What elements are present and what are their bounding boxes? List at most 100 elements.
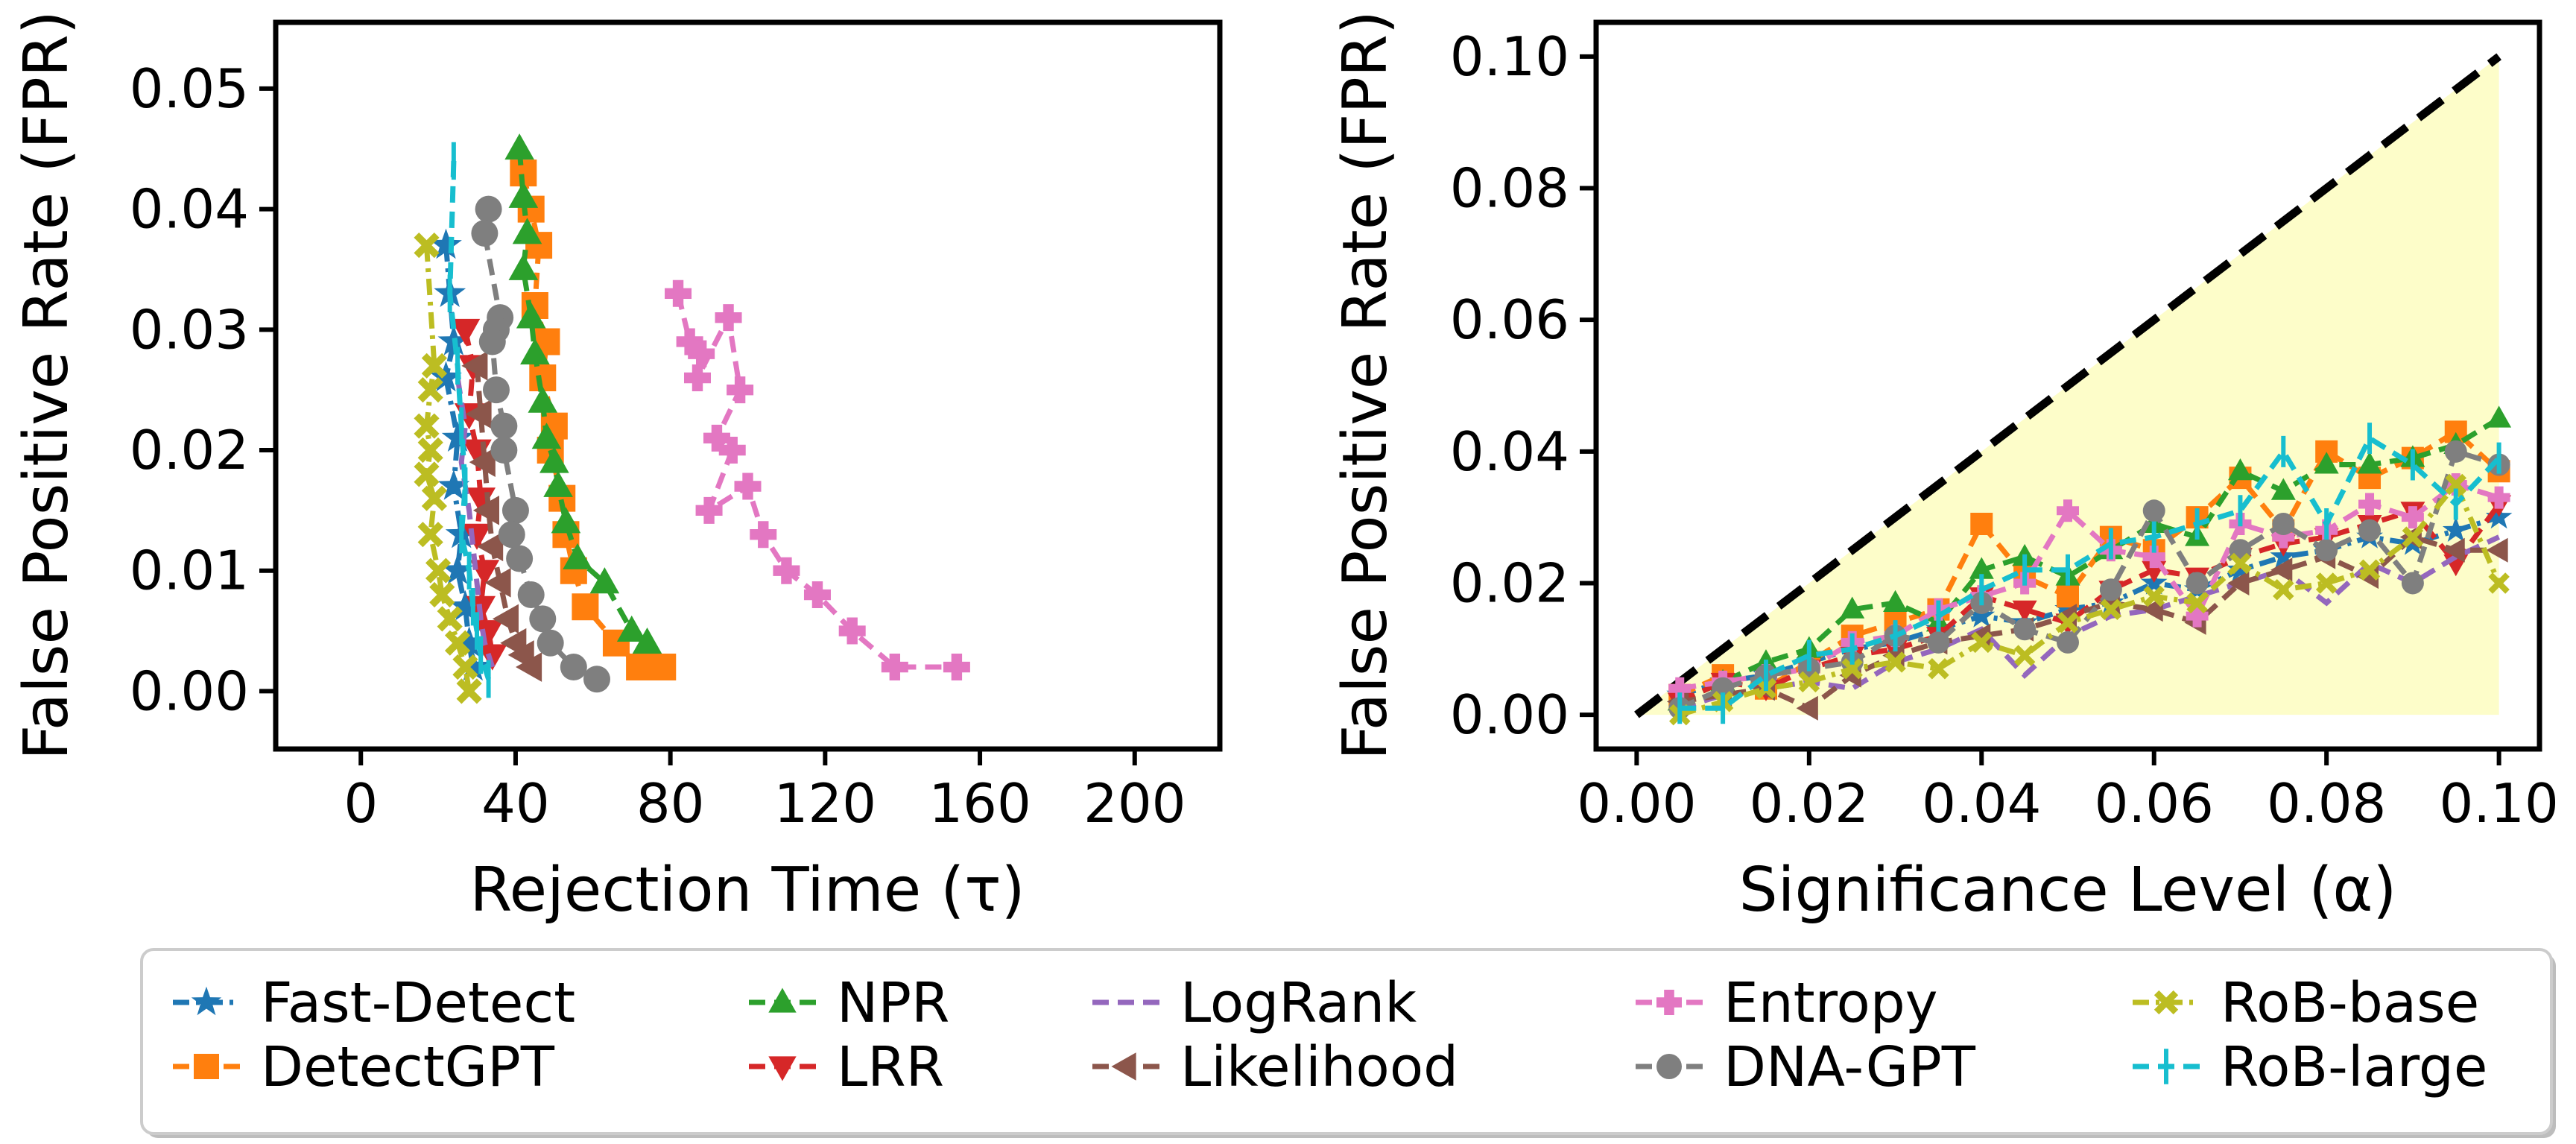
left-point-dna-gpt — [478, 328, 506, 355]
left-point-dna-gpt — [490, 412, 518, 440]
left-point-rob-base — [421, 353, 447, 379]
right-point-rob-base — [2315, 572, 2338, 594]
left-point-entropy — [750, 521, 777, 549]
left-point-npr — [504, 133, 534, 160]
right-point-npr — [2357, 452, 2382, 474]
right-point-fast-detect — [1968, 601, 1996, 628]
left-point-npr — [516, 302, 546, 329]
right-point-rob-base — [2013, 645, 2036, 666]
right-point-rob-base — [1798, 671, 1820, 693]
legend-marker-rob-base — [2153, 990, 2179, 1015]
right-point-fast-detect — [2054, 595, 2081, 621]
legend-entry-npr: NPR — [749, 971, 949, 1035]
legend-label-entropy: Entropy — [1724, 971, 1938, 1035]
right-point-likelihood — [2227, 570, 2250, 595]
right-point-detectgpt — [2444, 420, 2467, 443]
right-axes-frame — [1593, 19, 2542, 752]
left-point-likelihood — [492, 604, 519, 634]
right-point-dna-gpt — [2186, 572, 2209, 595]
left-point-dna-gpt — [475, 195, 502, 223]
right-y-tick-label: 0.00 — [1450, 683, 1569, 746]
legend-marker-dna-gpt — [1656, 1054, 1682, 1079]
right-y-ticks: 0.00 0.02 0.04 0.06 0.08 0.10 — [1450, 25, 1596, 746]
legend-marker-entropy — [1656, 990, 1682, 1015]
right-line-rob-large — [1680, 434, 2501, 711]
left-point-likelihood — [461, 351, 488, 381]
left-x-tick-label: 120 — [774, 772, 876, 835]
right-point-npr — [2227, 458, 2253, 481]
left-x-tick-label: 160 — [928, 772, 1031, 835]
legend-entry-dna-gpt: DNA-GPT — [1636, 1035, 1976, 1099]
left-plot-area — [414, 133, 970, 704]
right-point-dna-gpt — [2013, 618, 2037, 641]
right-plot-area — [1634, 53, 2513, 726]
left-line-rob-large — [447, 160, 491, 680]
left-point-dna-gpt — [583, 666, 610, 693]
left-point-rob-base — [452, 654, 478, 680]
left-point-npr — [520, 338, 550, 365]
left-point-npr — [508, 253, 539, 280]
right-point-entropy — [2142, 546, 2165, 569]
right-point-npr — [1840, 596, 1865, 619]
right-point-dna-gpt — [1927, 631, 1950, 654]
left-line-entropy — [675, 292, 957, 670]
right-x-tick-label: 0.08 — [2267, 772, 2386, 835]
right-point-rob-base — [2402, 526, 2424, 548]
left-point-entropy — [665, 279, 692, 307]
left-point-rob-base — [414, 413, 440, 439]
left-x-axis-label: Rejection Time (τ) — [469, 855, 1025, 926]
right-x-ticks: 0.00 0.02 0.04 0.06 0.08 0.10 — [1577, 749, 2559, 835]
left-x-tick-label: 80 — [636, 772, 705, 835]
right-x-axis-label: Significance Level (α) — [1739, 855, 2397, 926]
left-point-likelihood — [477, 531, 504, 562]
legend-entry-logrank: LogRank — [1092, 971, 1417, 1035]
left-series-rob-large — [447, 142, 491, 698]
left-point-lrr — [450, 318, 481, 346]
left-point-dna-gpt — [560, 654, 587, 681]
legend-label-detectgpt: DetectGPT — [261, 1035, 555, 1099]
right-point-rob-base — [2445, 473, 2466, 496]
left-point-dna-gpt — [517, 581, 545, 609]
legend-entry-rob-base: RoB-base — [2133, 971, 2479, 1035]
left-point-detectgpt — [510, 159, 537, 187]
right-y-tick-label: 0.08 — [1450, 157, 1569, 220]
left-point-dna-gpt — [490, 437, 518, 464]
legend-label-rob-base: RoB-base — [2221, 971, 2479, 1035]
legend-entry-entropy: Entropy — [1636, 971, 1938, 1035]
legend-label-fast-detect: Fast-Detect — [261, 971, 575, 1035]
left-x-ticks: 0 40 80 120 160 200 — [344, 749, 1186, 835]
right-point-npr — [2270, 478, 2296, 500]
left-series-likelihood — [461, 351, 542, 682]
left-point-rob-base — [417, 377, 443, 403]
legend-entry-likelihood: Likelihood — [1092, 1035, 1458, 1099]
legend-entry-fast-detect: Fast-Detect — [173, 971, 575, 1035]
left-point-fast-detect — [457, 650, 490, 681]
reference-diagonal-line — [1634, 53, 2501, 718]
left-point-npr — [512, 218, 542, 244]
right-point-entropy — [2186, 604, 2209, 628]
left-point-dna-gpt — [506, 545, 534, 572]
left-point-dna-gpt — [537, 629, 564, 657]
right-point-npr — [1969, 557, 1994, 579]
left-series-dna-gpt — [471, 195, 610, 693]
left-line-logrank — [455, 377, 496, 669]
left-point-npr — [508, 181, 539, 208]
right-point-rob-base — [2143, 585, 2165, 607]
left-point-rob-base — [417, 522, 443, 548]
right-point-likelihood — [2486, 537, 2508, 563]
left-point-fast-detect — [430, 228, 462, 259]
left-series-npr — [504, 133, 662, 654]
right-point-dna-gpt — [2315, 539, 2338, 562]
right-point-detectgpt — [2315, 440, 2338, 463]
left-point-likelihood — [465, 399, 492, 429]
right-point-likelihood — [2443, 537, 2465, 563]
left-y-axis-label: False Positive Rate (FPR) — [11, 10, 82, 760]
legend-entry-detectgpt: DetectGPT — [173, 1035, 555, 1099]
left-point-rob-base — [421, 485, 447, 511]
left-point-entropy — [703, 424, 730, 452]
left-y-ticks: 0.00 0.01 0.02 0.03 0.04 0.05 — [130, 57, 276, 722]
right-point-entropy — [2487, 486, 2510, 509]
right-point-rob-base — [2488, 572, 2510, 594]
